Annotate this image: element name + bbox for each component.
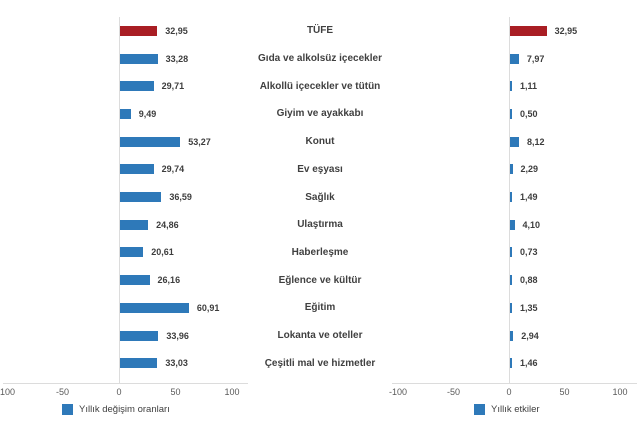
legend-swatch-blue — [474, 404, 485, 415]
bar — [120, 247, 144, 258]
bar — [120, 136, 181, 147]
value-label: 4,10 — [522, 219, 541, 230]
value-label: 8,12 — [527, 136, 545, 147]
category-label: Çeşitli mal ve hizmetler — [264, 357, 376, 369]
bar — [120, 275, 150, 286]
bar — [510, 219, 515, 230]
bar — [510, 247, 512, 258]
value-label: 32,95 — [554, 25, 578, 36]
bar — [510, 81, 512, 92]
value-label: 29,74 — [161, 164, 185, 175]
value-label: 1,35 — [520, 302, 538, 313]
bar — [510, 192, 512, 203]
category-label: Haberleşme — [291, 246, 349, 258]
category-label: Lokanta ve oteller — [277, 330, 363, 342]
value-label: 36,59 — [169, 192, 192, 203]
x-tick-label: 0 — [506, 387, 512, 397]
legend-swatch-blue — [62, 404, 73, 415]
x-axis-line — [392, 383, 637, 384]
category-label: Konut — [305, 136, 335, 148]
bar — [120, 302, 189, 313]
x-tick-label: -50 — [55, 387, 70, 397]
value-label: 20,61 — [151, 247, 174, 258]
bar — [120, 53, 158, 64]
zero-axis-line — [509, 17, 510, 383]
value-label: 0,50 — [520, 108, 538, 119]
value-label: 1,46 — [520, 358, 538, 369]
value-label: 60,91 — [196, 302, 220, 313]
bar — [120, 330, 159, 341]
legend-annual-effects: Yıllık etkiler — [474, 404, 540, 415]
value-label: 2,29 — [520, 164, 539, 175]
x-tick-label: 100 — [612, 387, 628, 397]
category-label: Ulaştırma — [297, 219, 343, 231]
value-label: 1,11 — [520, 81, 538, 92]
category-label: Alkollü içecekler ve tütün — [259, 80, 381, 92]
x-tick-label: 50 — [170, 387, 181, 397]
bar — [510, 302, 512, 313]
bar — [510, 164, 513, 175]
value-label: 1,49 — [520, 192, 538, 203]
bar — [120, 164, 154, 175]
x-tick-label: 0 — [116, 387, 122, 397]
category-label: Eğlence ve kültür — [278, 274, 362, 286]
value-label: 33,03 — [165, 358, 188, 369]
bar — [510, 53, 519, 64]
category-label: Gıda ve alkolsüz içecekler — [258, 53, 382, 65]
value-label: 33,28 — [165, 53, 189, 64]
value-label: 32,95 — [165, 25, 188, 36]
bar — [510, 275, 512, 286]
bar — [120, 108, 131, 119]
x-tick-label: -100 — [388, 387, 408, 397]
zero-axis-line — [119, 17, 120, 383]
bar — [120, 192, 162, 203]
value-label: 7,97 — [526, 53, 545, 64]
bar — [120, 81, 154, 92]
bar — [510, 108, 512, 119]
value-label: 53,27 — [188, 136, 211, 147]
category-label: Ev eşyası — [297, 163, 343, 175]
x-axis-line — [3, 383, 248, 384]
value-label: 24,86 — [156, 219, 179, 230]
x-tick-label: 50 — [559, 387, 570, 397]
legend-label: Yıllık etkiler — [491, 404, 540, 415]
x-tick-label: -50 — [446, 387, 461, 397]
value-label: 26,16 — [157, 275, 181, 286]
bar — [510, 330, 514, 341]
x-tick-label: -100 — [0, 387, 16, 397]
category-label: Eğitim — [304, 302, 336, 314]
value-label: 0,88 — [520, 275, 538, 286]
bar-highlight — [510, 25, 547, 36]
bar — [120, 219, 149, 230]
legend-annual-change-rates: Yıllık değişim oranları — [62, 404, 170, 415]
category-label: TÜFE — [306, 25, 334, 37]
x-tick-label: 100 — [224, 387, 240, 397]
value-label: 0,73 — [520, 247, 538, 258]
bar — [510, 358, 512, 369]
value-label: 33,96 — [166, 330, 189, 341]
legend-label: Yıllık değişim oranları — [79, 404, 170, 415]
value-label: 29,71 — [161, 81, 185, 92]
bar — [120, 358, 158, 369]
category-label: Giyim ve ayakkabı — [276, 108, 364, 120]
bar — [510, 136, 519, 147]
category-label: Sağlık — [305, 191, 335, 203]
value-label: 2,94 — [521, 330, 539, 341]
bar-highlight — [120, 25, 158, 36]
value-label: 9,49 — [138, 108, 157, 119]
